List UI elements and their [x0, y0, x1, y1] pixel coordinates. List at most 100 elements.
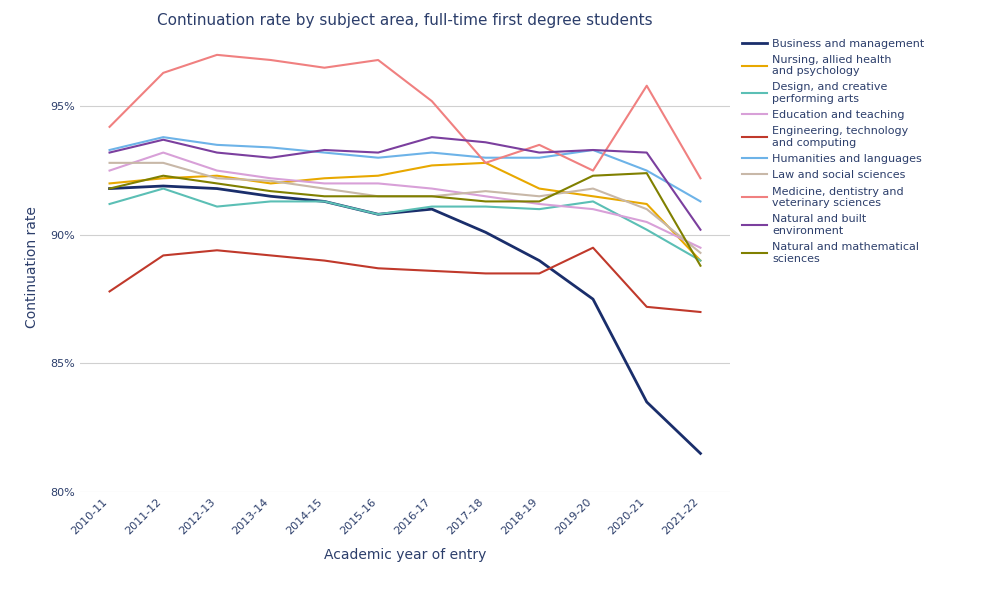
Business and management — [265, 193, 277, 200]
Education and teaching — [641, 218, 653, 226]
Law and social sciences — [318, 185, 330, 192]
Natural and mathematical
sciences — [641, 170, 653, 177]
Humanities and languages — [641, 167, 653, 174]
Business and management — [587, 296, 599, 303]
Engineering, technology
and computing — [318, 257, 330, 264]
Line: Nursing, allied health
and psychology: Nursing, allied health and psychology — [110, 163, 700, 260]
Natural and built
environment — [211, 149, 223, 156]
Line: Education and teaching: Education and teaching — [110, 152, 700, 248]
Humanities and languages — [104, 146, 116, 154]
Natural and mathematical
sciences — [318, 193, 330, 200]
Law and social sciences — [480, 188, 492, 195]
Medicine, dentistry and
veterinary sciences — [157, 69, 169, 76]
Natural and mathematical
sciences — [104, 185, 116, 192]
Design, and creative
performing arts — [372, 211, 384, 218]
Design, and creative
performing arts — [104, 200, 116, 208]
Engineering, technology
and computing — [372, 265, 384, 272]
Business and management — [426, 206, 438, 213]
Line: Humanities and languages: Humanities and languages — [110, 137, 700, 202]
Line: Design, and creative
performing arts: Design, and creative performing arts — [110, 188, 700, 260]
Humanities and languages — [318, 149, 330, 156]
Nursing, allied health
and psychology — [533, 185, 545, 192]
Design, and creative
performing arts — [587, 198, 599, 205]
Engineering, technology
and computing — [694, 308, 706, 316]
Medicine, dentistry and
veterinary sciences — [694, 175, 706, 182]
Humanities and languages — [587, 146, 599, 154]
Line: Medicine, dentistry and
veterinary sciences: Medicine, dentistry and veterinary scien… — [110, 55, 700, 178]
Medicine, dentistry and
veterinary sciences — [426, 98, 438, 105]
Engineering, technology
and computing — [265, 252, 277, 259]
Education and teaching — [480, 193, 492, 200]
Business and management — [533, 257, 545, 264]
Engineering, technology
and computing — [641, 303, 653, 310]
Natural and mathematical
sciences — [211, 180, 223, 187]
Engineering, technology
and computing — [533, 270, 545, 277]
Medicine, dentistry and
veterinary sciences — [533, 141, 545, 148]
Design, and creative
performing arts — [157, 185, 169, 192]
Line: Natural and built
environment: Natural and built environment — [110, 137, 700, 230]
Humanities and languages — [533, 154, 545, 161]
Natural and built
environment — [641, 149, 653, 156]
Education and teaching — [318, 180, 330, 187]
Natural and built
environment — [587, 146, 599, 154]
Humanities and languages — [694, 198, 706, 205]
Design, and creative
performing arts — [480, 203, 492, 210]
Natural and mathematical
sciences — [587, 172, 599, 179]
Natural and mathematical
sciences — [533, 198, 545, 205]
Humanities and languages — [157, 134, 169, 141]
Humanities and languages — [426, 149, 438, 156]
Humanities and languages — [265, 144, 277, 151]
Nursing, allied health
and psychology — [265, 180, 277, 187]
Law and social sciences — [587, 185, 599, 192]
Natural and built
environment — [533, 149, 545, 156]
Nursing, allied health
and psychology — [480, 159, 492, 166]
Natural and mathematical
sciences — [480, 198, 492, 205]
Law and social sciences — [694, 249, 706, 256]
Medicine, dentistry and
veterinary sciences — [318, 64, 330, 71]
Medicine, dentistry and
veterinary sciences — [104, 123, 116, 130]
Engineering, technology
and computing — [104, 288, 116, 295]
Nursing, allied health
and psychology — [372, 172, 384, 179]
Design, and creative
performing arts — [211, 203, 223, 210]
Natural and built
environment — [318, 146, 330, 154]
Business and management — [641, 398, 653, 406]
Design, and creative
performing arts — [318, 198, 330, 205]
Business and management — [318, 198, 330, 205]
Humanities and languages — [211, 141, 223, 148]
Medicine, dentistry and
veterinary sciences — [265, 56, 277, 64]
Nursing, allied health
and psychology — [157, 175, 169, 182]
Design, and creative
performing arts — [426, 203, 438, 210]
Line: Law and social sciences: Law and social sciences — [110, 163, 700, 253]
Natural and built
environment — [480, 139, 492, 146]
Design, and creative
performing arts — [533, 206, 545, 213]
Medicine, dentistry and
veterinary sciences — [211, 51, 223, 58]
Law and social sciences — [157, 159, 169, 166]
Education and teaching — [426, 185, 438, 192]
Line: Engineering, technology
and computing: Engineering, technology and computing — [110, 248, 700, 312]
Line: Natural and mathematical
sciences: Natural and mathematical sciences — [110, 173, 700, 266]
Nursing, allied health
and psychology — [104, 180, 116, 187]
Natural and mathematical
sciences — [372, 193, 384, 200]
Education and teaching — [265, 175, 277, 182]
Natural and mathematical
sciences — [157, 172, 169, 179]
Natural and built
environment — [157, 136, 169, 143]
Natural and built
environment — [265, 154, 277, 161]
Humanities and languages — [480, 154, 492, 161]
Education and teaching — [694, 244, 706, 251]
Law and social sciences — [426, 193, 438, 200]
Medicine, dentistry and
veterinary sciences — [480, 159, 492, 166]
Business and management — [104, 185, 116, 192]
Design, and creative
performing arts — [265, 198, 277, 205]
Nursing, allied health
and psychology — [587, 193, 599, 200]
Medicine, dentistry and
veterinary sciences — [587, 167, 599, 174]
Natural and mathematical
sciences — [265, 188, 277, 195]
Education and teaching — [587, 206, 599, 213]
Business and management — [480, 229, 492, 236]
Education and teaching — [157, 149, 169, 156]
Business and management — [372, 211, 384, 218]
Medicine, dentistry and
veterinary sciences — [641, 82, 653, 89]
Law and social sciences — [641, 206, 653, 213]
Line: Business and management: Business and management — [110, 186, 700, 454]
Nursing, allied health
and psychology — [641, 200, 653, 208]
Title: Continuation rate by subject area, full-time first degree students: Continuation rate by subject area, full-… — [157, 13, 653, 28]
